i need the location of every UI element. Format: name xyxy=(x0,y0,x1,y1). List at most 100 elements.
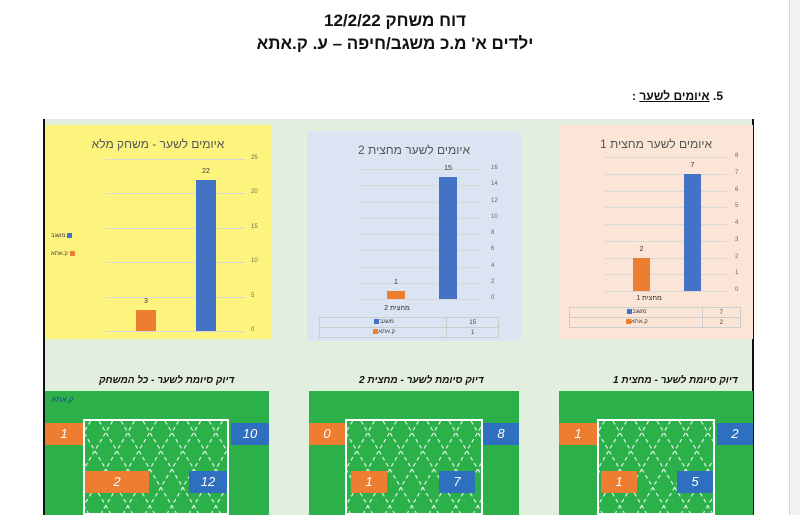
gridline xyxy=(105,331,245,332)
legend-away: ק.אתא xyxy=(51,251,75,257)
gridline xyxy=(605,224,727,225)
section-title: איומים לשער xyxy=(639,89,710,103)
home-on-target: 7 xyxy=(439,471,475,493)
pitch-title-half-1: דיוק סיומת לשער - מחצית 1 xyxy=(613,375,738,386)
chart-half-1: איומים לשער מחצית 1 מחצית 1 משגב 7 ק.אתא 2… xyxy=(559,125,753,339)
data-label: 15 xyxy=(444,165,452,173)
bar-home xyxy=(439,177,457,299)
category-label: מחצית 1 xyxy=(636,295,662,302)
y-tick-label: 7 xyxy=(735,169,739,176)
home-off-target: 8 xyxy=(483,423,519,445)
legend-home: משגב xyxy=(51,233,73,240)
goal-area xyxy=(83,419,229,515)
chart-title: איומים לשער - משחק מלא xyxy=(91,137,225,151)
gridline xyxy=(605,190,727,192)
y-tick-label: 14 xyxy=(491,181,498,188)
home-on-target: 5 xyxy=(677,471,713,493)
gridline xyxy=(359,217,483,219)
gridline xyxy=(359,201,483,203)
charts-board: איומים לשער - משחק מלא משגב ק.אתא 0 5 10 15… xyxy=(43,119,754,515)
data-label: 3 xyxy=(144,298,148,306)
chart-title: איומים לשער מחצית 1 xyxy=(600,137,712,151)
goal-area xyxy=(345,419,483,515)
report-subtitle: ילדים א' מ.כ משגב/חיפה – ע. ק.אתא xyxy=(256,34,534,53)
gridline xyxy=(605,157,727,158)
table-team: ק.אתא xyxy=(378,329,396,336)
y-tick-label: 0 xyxy=(491,295,495,301)
section-number: 5. xyxy=(712,89,723,103)
y-tick-label: 8 xyxy=(491,230,495,236)
gridline xyxy=(105,193,245,195)
gridline xyxy=(105,159,245,160)
y-tick-label: 15 xyxy=(251,223,258,230)
pitch-half-2: 0 8 1 7 xyxy=(309,391,519,515)
table-value: 15 xyxy=(446,317,499,328)
table-cell: ק.אתא xyxy=(569,317,703,328)
field-hatching xyxy=(347,421,481,513)
gridline xyxy=(359,185,483,187)
bar-away xyxy=(387,290,405,299)
away-off-target: 1 xyxy=(45,423,83,445)
section-colon: : xyxy=(632,89,637,103)
y-tick-label: 6 xyxy=(491,246,495,253)
category-label: מחצית 2 xyxy=(384,305,410,312)
table-row: ק.אתא 2 xyxy=(569,317,742,328)
pitch-title-full: דיוק סיומת לשער - כל המשחק xyxy=(99,375,235,386)
gridline xyxy=(359,282,483,284)
table-value: 1 xyxy=(446,327,499,338)
y-tick-label: 8 xyxy=(735,153,739,159)
y-tick-label: 3 xyxy=(735,236,739,243)
bar-away xyxy=(632,257,651,291)
y-tick-label: 6 xyxy=(735,186,739,193)
data-table: משגב 15 ק.אתא 1 xyxy=(318,317,499,338)
pitch-title-half-2: דיוק סיומת לשער - מחצית 2 xyxy=(359,375,484,386)
home-off-target: 10 xyxy=(231,423,269,445)
y-tick-label: 12 xyxy=(491,197,498,204)
gridline xyxy=(605,274,727,276)
data-label: 7 xyxy=(690,161,695,169)
gridline xyxy=(105,262,245,264)
chart-full-match: איומים לשער - משחק מלא משגב ק.אתא 0 5 10 15… xyxy=(45,125,271,339)
field-hatching xyxy=(85,421,227,513)
y-tick-label: 5 xyxy=(251,292,255,299)
y-tick-label: 2 xyxy=(735,253,739,260)
data-label: 2 xyxy=(639,245,644,253)
table-cell: משגב xyxy=(569,307,703,318)
away-on-target: 1 xyxy=(351,471,387,493)
y-tick-label: 0 xyxy=(251,327,255,333)
pitch-half-1: 1 2 1 5 xyxy=(559,391,753,515)
table-team: ק.אתא xyxy=(630,319,648,326)
bar-away xyxy=(136,310,156,331)
y-tick-label: 0 xyxy=(735,287,739,293)
table-value: 7 xyxy=(701,307,742,318)
y-tick-label: 16 xyxy=(491,165,498,171)
data-label: 1 xyxy=(394,278,398,286)
report-title: דוח משחק 12/2/22 xyxy=(324,11,466,30)
table-cell: ק.אתא xyxy=(318,327,448,338)
table-cell: משגב xyxy=(318,317,448,328)
y-tick-label: 25 xyxy=(251,155,258,161)
away-off-target: 1 xyxy=(559,423,597,445)
y-tick-label: 4 xyxy=(735,220,739,226)
team-name-away: ק.אתא xyxy=(51,395,74,404)
pitch-full-match: ק.אתא 1 10 2 12 xyxy=(45,391,269,515)
table-row: משגב 7 xyxy=(569,307,742,318)
goal-area xyxy=(597,419,715,515)
table-row: משגב 15 xyxy=(318,317,499,328)
table-team: משגב xyxy=(379,319,394,326)
table-row: ק.אתא 1 xyxy=(318,327,499,338)
gridline xyxy=(359,169,483,170)
table-team: משגב xyxy=(632,309,647,316)
bar-home xyxy=(196,179,216,331)
data-label: 22 xyxy=(202,167,210,175)
y-tick-label: 10 xyxy=(491,213,498,220)
table-value: 2 xyxy=(701,317,742,328)
y-tick-label: 20 xyxy=(251,189,258,196)
y-tick-label: 2 xyxy=(491,278,495,285)
legend-label-away: ק.אתא xyxy=(51,251,68,258)
away-on-target: 1 xyxy=(601,471,637,493)
y-tick-label: 4 xyxy=(491,262,495,269)
gridline xyxy=(605,257,727,259)
gridline xyxy=(605,291,727,292)
legend-label-home: משגב xyxy=(51,233,66,240)
